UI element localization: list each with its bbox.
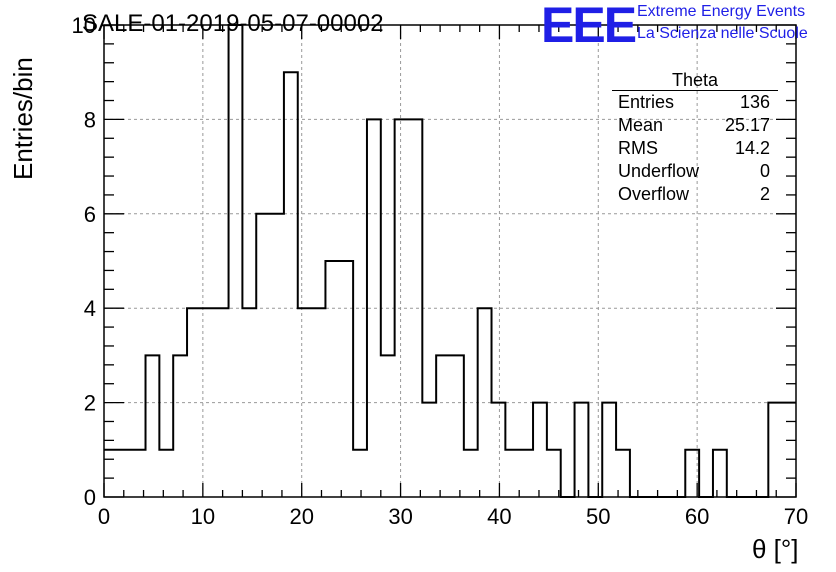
chart-title: SALE-01-2019-05-07-00002 bbox=[82, 10, 384, 37]
grid-lines bbox=[104, 25, 796, 497]
stats-row-underflow: Underflow 0 bbox=[612, 160, 778, 183]
x-tick-label: 0 bbox=[98, 504, 110, 529]
y-tick-label: 2 bbox=[84, 391, 96, 416]
x-tick-labels: 0 10 20 30 40 50 60 70 bbox=[98, 504, 808, 529]
stats-value: 25.17 bbox=[724, 115, 770, 135]
stats-label: RMS bbox=[618, 138, 658, 158]
eee-logo: EEE bbox=[541, 0, 637, 53]
stats-value: 2 bbox=[759, 184, 770, 204]
x-axis-label: θ [°] bbox=[752, 534, 799, 564]
y-tick-label: 8 bbox=[84, 107, 96, 132]
x-tick-label: 60 bbox=[685, 504, 709, 529]
stats-label: Mean bbox=[618, 115, 664, 135]
logo-subtitle-line2: La Scienza nelle Scuole bbox=[637, 25, 808, 42]
stats-row-mean: Mean 25.17 bbox=[612, 114, 778, 137]
y-tick-labels: 0 2 4 6 8 10 bbox=[72, 13, 96, 510]
plot-frame bbox=[103, 24, 797, 498]
stats-row-overflow: Overflow 2 bbox=[612, 183, 778, 206]
y-tick-label: 6 bbox=[84, 202, 96, 227]
stats-label: Underflow bbox=[618, 161, 700, 181]
x-tick-label: 30 bbox=[388, 504, 412, 529]
stats-label: Overflow bbox=[618, 184, 690, 204]
x-tick-label: 40 bbox=[487, 504, 511, 529]
x-tick-label: 10 bbox=[191, 504, 215, 529]
stats-row-entries: Entries 136 bbox=[612, 91, 778, 114]
x-tick-label: 70 bbox=[784, 504, 808, 529]
y-axis-label: Entries/bin bbox=[8, 57, 38, 180]
stats-value: 0 bbox=[759, 161, 770, 181]
axis-ticks bbox=[103, 24, 797, 498]
x-tick-label: 50 bbox=[586, 504, 610, 529]
y-tick-label: 0 bbox=[84, 485, 96, 510]
y-tick-label: 4 bbox=[84, 296, 96, 321]
x-tick-label: 20 bbox=[289, 504, 313, 529]
y-tick-label: 10 bbox=[72, 13, 96, 38]
logo-subtitle-line1: Extreme Energy Events bbox=[637, 3, 806, 20]
stats-value: 136 bbox=[739, 92, 770, 112]
stats-value: 14.2 bbox=[734, 138, 770, 158]
stats-row-rms: RMS 14.2 bbox=[612, 137, 778, 160]
stats-title: Theta bbox=[612, 70, 778, 91]
stats-label: Entries bbox=[618, 92, 675, 112]
stats-box: Theta Entries 136 Mean 25.17 RMS 14.2 Un… bbox=[612, 70, 778, 206]
